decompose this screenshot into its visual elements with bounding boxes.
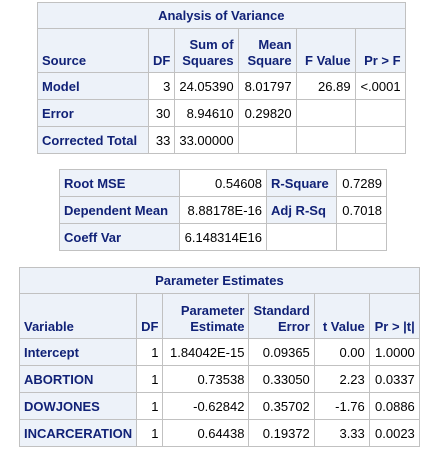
anova-col-ms: Mean Square [237, 28, 297, 73]
params-cell-t: 3.33 [313, 419, 370, 447]
params-row-label: ABORTION [18, 365, 138, 393]
params-col-estimate-line1: Parameter [180, 303, 245, 318]
fit-value: 0.7018 [336, 196, 387, 224]
anova-cell-df: 33 [147, 126, 176, 154]
params-col-variable: Variable [18, 293, 138, 339]
anova-col-f: F Value [295, 28, 356, 73]
params-cell-estimate: 0.64438 [162, 419, 250, 447]
table-row: Coeff Var 6.148314E16 [59, 223, 387, 251]
anova-cell-f: 26.89 [295, 72, 356, 100]
anova-col-ss-line2: Squares [182, 53, 234, 68]
anova-cell-p: <.0001 [354, 72, 406, 100]
params-cell-df: 1 [136, 365, 164, 393]
anova-cell-ms: 0.29820 [237, 99, 297, 127]
params-cell-t: 2.23 [313, 365, 370, 393]
params-cell-std-error: 0.19372 [248, 419, 315, 447]
anova-cell-f [295, 126, 356, 154]
anova-col-p: Pr > F [354, 28, 406, 73]
anova-col-ss: Sum of Squares [174, 28, 239, 73]
parameter-estimates-table: Parameter Estimates Variable DF Paramete… [18, 267, 420, 447]
params-title: Parameter Estimates [19, 267, 420, 294]
anova-cell-df: 30 [147, 99, 176, 127]
fit-label: Root MSE [59, 169, 180, 197]
anova-table: Analysis of Variance Source DF Sum of Sq… [37, 2, 406, 154]
anova-cell-p [354, 126, 406, 154]
anova-cell-ss: 8.94610 [174, 99, 239, 127]
anova-title: Analysis of Variance [37, 2, 406, 29]
params-cell-std-error: 0.09365 [248, 338, 315, 366]
table-row: Error 30 8.94610 0.29820 [37, 99, 406, 127]
params-row-label: DOWJONES [18, 392, 138, 420]
table-row: Root MSE 0.54608 R-Square 0.7289 [59, 169, 387, 197]
anova-cell-ss: 33.00000 [174, 126, 239, 154]
fit-value: 6.148314E16 [179, 223, 267, 251]
anova-col-source: Source [37, 28, 149, 73]
anova-col-ss-line1: Sum of [189, 37, 234, 52]
params-row-label: Intercept [18, 338, 138, 366]
params-cell-estimate: 0.73538 [162, 365, 250, 393]
fit-label: Coeff Var [59, 223, 180, 251]
params-cell-t: 0.00 [313, 338, 370, 366]
fit-label: R-Square [266, 169, 337, 197]
fit-label: Adj R-Sq [266, 196, 337, 224]
params-col-estimate: Parameter Estimate [162, 293, 250, 339]
params-cell-p: 1.0000 [368, 338, 420, 366]
anova-cell-ms [237, 126, 297, 154]
table-row: DOWJONES 1 -0.62842 0.35702 -1.76 0.0886 [18, 392, 420, 420]
params-col-std-error-line2: Error [277, 319, 310, 334]
fit-value: 8.88178E-16 [179, 196, 267, 224]
anova-col-ms-line2: Square [247, 53, 292, 68]
params-cell-p: 0.0886 [368, 392, 420, 420]
table-row: Model 3 24.05390 8.01797 26.89 <.0001 [37, 72, 406, 100]
params-cell-estimate: 1.84042E-15 [162, 338, 250, 366]
params-col-std-error: Standard Error [248, 293, 315, 339]
table-row: Intercept 1 1.84042E-15 0.09365 0.00 1.0… [18, 338, 420, 366]
params-col-p: Pr > |t| [368, 293, 420, 339]
params-cell-std-error: 0.35702 [248, 392, 315, 420]
anova-col-ms-line1: Mean [258, 37, 292, 52]
params-col-t: t Value [313, 293, 370, 339]
params-cell-df: 1 [136, 338, 164, 366]
table-row: Corrected Total 33 33.00000 [37, 126, 406, 154]
fit-empty-cell [336, 223, 387, 251]
fit-label: Dependent Mean [59, 196, 180, 224]
anova-cell-p [354, 99, 406, 127]
anova-col-df: DF [147, 28, 176, 73]
table-row: ABORTION 1 0.73538 0.33050 2.23 0.0337 [18, 365, 420, 393]
anova-row-label: Model [37, 72, 149, 100]
params-cell-df: 1 [136, 419, 164, 447]
anova-cell-f [295, 99, 356, 127]
anova-row-label: Error [37, 99, 149, 127]
anova-cell-ms: 8.01797 [237, 72, 297, 100]
anova-row-label: Corrected Total [37, 126, 149, 154]
fit-statistics-table: Root MSE 0.54608 R-Square 0.7289 Depende… [59, 169, 387, 251]
table-row: Dependent Mean 8.88178E-16 Adj R-Sq 0.70… [59, 196, 387, 224]
params-cell-p: 0.0337 [368, 365, 420, 393]
params-col-std-error-line1: Standard [253, 303, 310, 318]
fit-value: 0.54608 [179, 169, 267, 197]
table-row: INCARCERATION 1 0.64438 0.19372 3.33 0.0… [18, 419, 420, 447]
anova-cell-df: 3 [147, 72, 176, 100]
params-cell-df: 1 [136, 392, 164, 420]
anova-cell-ss: 24.05390 [174, 72, 239, 100]
params-row-label: INCARCERATION [18, 419, 138, 447]
params-col-estimate-line2: Estimate [190, 319, 245, 334]
params-col-df: DF [136, 293, 164, 339]
params-cell-estimate: -0.62842 [162, 392, 250, 420]
params-cell-t: -1.76 [313, 392, 370, 420]
fit-empty-cell [266, 223, 337, 251]
fit-value: 0.7289 [336, 169, 387, 197]
params-cell-std-error: 0.33050 [248, 365, 315, 393]
params-cell-p: 0.0023 [368, 419, 420, 447]
